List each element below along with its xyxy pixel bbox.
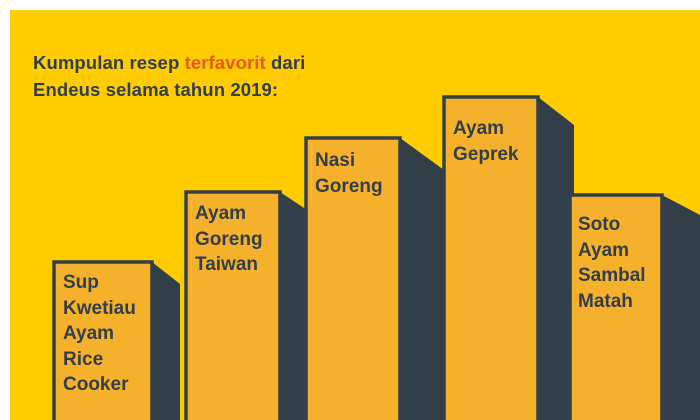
- recipe-label-line: Goreng: [315, 175, 383, 197]
- recipe-block-1: [52, 260, 180, 420]
- recipe-block-4: [442, 95, 574, 420]
- recipe-label-line: Nasi: [315, 150, 356, 171]
- recipe-label-line: Rice: [63, 348, 104, 370]
- title-highlight-word: terfavorit: [184, 52, 266, 73]
- infographic-title: Kumpulan resep terfavorit dari Endeus se…: [33, 49, 305, 103]
- block-face: [304, 136, 402, 420]
- recipe-block-3: [304, 136, 444, 420]
- title-line-1: Kumpulan resep terfavorit dari: [33, 49, 305, 76]
- recipe-label-5: Soto Ayam Sambal Matah: [578, 212, 646, 314]
- recipe-label-line: Ayam: [63, 323, 115, 344]
- recipe-label-line: Sambal: [578, 265, 646, 286]
- block-shadow: [538, 97, 574, 420]
- recipe-label-line: Kwetiau: [63, 297, 136, 319]
- recipe-label-line: Matah: [578, 290, 633, 312]
- recipe-label-2: Ayam Goreng Taiwan: [195, 201, 263, 278]
- recipe-label-4: Ayam Geprek: [453, 116, 518, 167]
- block-face: [442, 95, 540, 420]
- recipe-label-line: Taiwan: [195, 254, 258, 275]
- block-shadow: [152, 262, 180, 420]
- title-line-2: Endeus selama tahun 2019:: [33, 79, 279, 100]
- recipe-label-line: Soto: [578, 214, 621, 235]
- recipe-label-line: Ayam: [195, 203, 247, 224]
- block-face: [568, 193, 664, 420]
- recipe-label-line: Ayam: [453, 118, 505, 139]
- recipe-label-line: Goreng: [195, 228, 263, 250]
- title-text-after: dari: [265, 52, 306, 73]
- block-face: [184, 190, 282, 420]
- recipe-block-2: [184, 190, 310, 420]
- recipe-label-1: Sup Kwetiau Ayam Rice Cooker: [63, 270, 136, 398]
- block-face: [52, 260, 154, 420]
- block-shadow: [400, 138, 444, 420]
- title-text-before: Kumpulan resep: [33, 52, 185, 73]
- recipe-label-line: Sup: [63, 272, 99, 293]
- recipe-block-5: [568, 193, 700, 420]
- recipe-label-line: Cooker: [63, 374, 129, 395]
- block-shadow: [280, 192, 310, 420]
- block-shadow: [662, 195, 700, 420]
- recipe-label-3: Nasi Goreng: [315, 148, 383, 199]
- recipe-label-line: Geprek: [453, 143, 519, 165]
- recipe-label-line: Ayam: [578, 239, 630, 261]
